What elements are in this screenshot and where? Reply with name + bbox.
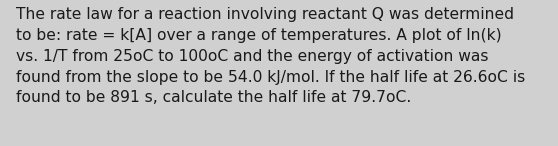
Text: The rate law for a reaction involving reactant Q was determined
to be: rate = k[: The rate law for a reaction involving re…: [16, 7, 525, 105]
